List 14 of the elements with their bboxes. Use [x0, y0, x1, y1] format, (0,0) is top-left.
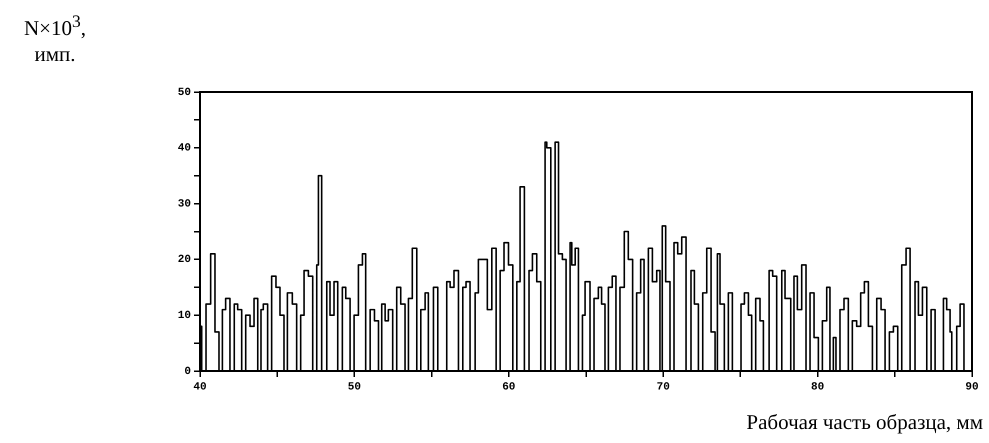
x-tick-label: 80 — [811, 381, 824, 394]
x-tick-label: 60 — [502, 381, 516, 394]
x-axis-title: Рабочая часть образца, мм — [746, 410, 983, 435]
x-tick-label: 90 — [965, 381, 979, 394]
y-axis-title: N×10$^{3}$, имп. — [22, 10, 87, 67]
x-tick-label: 50 — [348, 381, 361, 394]
y-tick-label: 10 — [178, 310, 191, 322]
y-tick-label: 30 — [178, 198, 191, 210]
x-tick-label: 40 — [193, 381, 207, 394]
y-tick-label: 40 — [178, 142, 191, 155]
x-tick-label: 70 — [656, 381, 670, 394]
y-tick-label: 0 — [184, 366, 191, 378]
y-tick-label: 20 — [178, 254, 191, 266]
y-tick-label: 50 — [178, 86, 191, 99]
